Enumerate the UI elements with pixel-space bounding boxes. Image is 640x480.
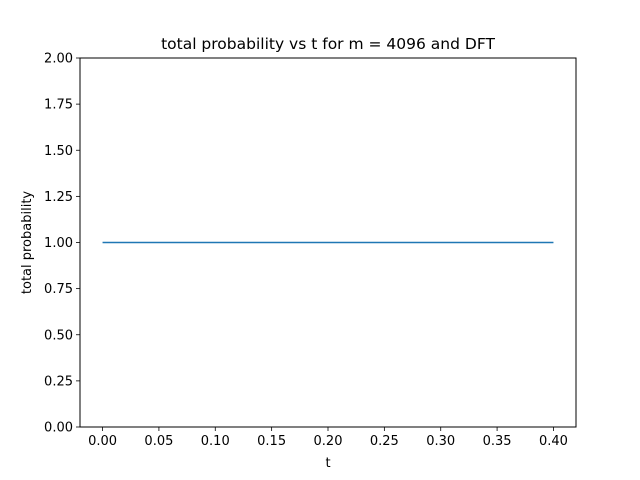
y-tick-label: 2.00 [44, 52, 73, 67]
x-axis-ticks: 0.00 0.05 0.10 0.15 0.20 0.25 0.30 0.35 0.40 [88, 427, 568, 449]
y-tick-label: 0.50 [44, 328, 73, 343]
x-tick-label: 0.35 [483, 434, 512, 449]
y-tick-label: 0.25 [44, 374, 73, 389]
x-tick-label: 0.15 [257, 434, 286, 449]
x-tick-label: 0.05 [144, 434, 173, 449]
x-axis-label: t [325, 456, 330, 471]
x-tick-label: 0.40 [539, 434, 568, 449]
x-tick-label: 0.10 [201, 434, 230, 449]
y-tick-label: 0.75 [44, 282, 73, 297]
x-tick-label: 0.00 [88, 434, 117, 449]
plot-frame [79, 57, 577, 428]
y-axis-label: total probability [20, 191, 35, 295]
y-tick-label: 0.00 [44, 421, 73, 436]
x-tick-label: 0.20 [314, 434, 343, 449]
x-tick-label: 0.25 [370, 434, 399, 449]
x-tick-label: 0.30 [426, 434, 455, 449]
y-tick-label: 1.75 [44, 98, 73, 113]
y-tick-label: 1.25 [44, 190, 73, 205]
chart-title: total probability vs t for m = 4096 and … [161, 35, 495, 53]
y-axis-ticks: 0.00 0.25 0.50 0.75 1.00 1.25 1.50 1.75 2.00 [44, 52, 80, 436]
y-tick-label: 1.00 [44, 236, 73, 251]
y-tick-label: 1.50 [44, 144, 73, 159]
